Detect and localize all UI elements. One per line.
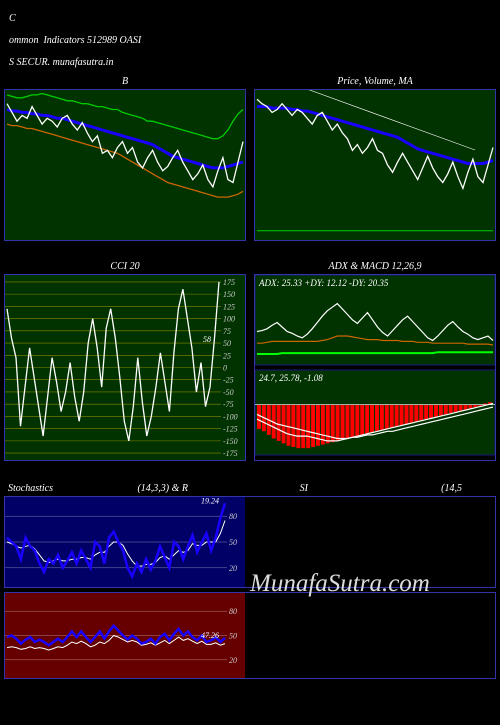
price-ma-title: Price, Volume, MA	[254, 76, 496, 87]
svg-text:75: 75	[223, 327, 231, 336]
svg-text:-25: -25	[223, 376, 234, 385]
watermark: MunafaSutra.com	[250, 570, 430, 598]
svg-text:19.24: 19.24	[201, 497, 219, 505]
stoch-chart: 80 50 20 19.24	[5, 497, 245, 587]
stoch-title-left: Stochastics	[8, 483, 68, 494]
svg-text:-125: -125	[223, 425, 238, 434]
si-title-left: SI	[188, 483, 308, 494]
price-ma-panel	[254, 89, 496, 241]
adx-macd-title: ADX & MACD 12,26,9	[254, 261, 496, 272]
svg-text:175: 175	[223, 278, 235, 287]
si-title-right: (14,5	[308, 483, 492, 494]
hdr-center: ommon Indicators 512989 OASI	[9, 35, 141, 46]
cci-title: CCI 20	[4, 261, 246, 272]
price-bands-panel	[4, 89, 246, 241]
svg-text:20: 20	[229, 656, 237, 665]
price-ma-chart	[255, 90, 495, 240]
svg-text:-150: -150	[223, 437, 238, 446]
hdr-left: C	[9, 13, 16, 24]
cci-panel: 175 150 125 100 75 50 25 0 -25 -50 -75 -100 -125 -150…	[4, 274, 246, 461]
si-panel: 80 50 20 47.26	[4, 592, 496, 679]
svg-text:20: 20	[229, 564, 237, 573]
svg-text:50: 50	[229, 632, 237, 641]
price-bands-chart	[5, 90, 245, 240]
svg-text:-100: -100	[223, 412, 238, 421]
svg-text:ADX: 25.33 +DY: 12.12 -DY: 20: ADX: 25.33 +DY: 12.12 -DY: 20.35	[258, 278, 389, 288]
svg-text:0: 0	[223, 364, 227, 373]
svg-text:-50: -50	[223, 388, 234, 397]
svg-text:80: 80	[229, 512, 237, 521]
svg-text:80: 80	[229, 607, 237, 616]
svg-text:125: 125	[223, 302, 235, 311]
adx-macd-panel: ADX: 25.33 +DY: 12.12 -DY: 20.35 24.7, 25…	[254, 274, 496, 461]
cci-chart: 175 150 125 100 75 50 25 0 -25 -50 -75 -100 -125 -150…	[5, 275, 245, 460]
svg-text:58: 58	[203, 335, 211, 344]
svg-text:25: 25	[223, 351, 231, 360]
svg-text:100: 100	[223, 315, 235, 324]
hdr-right: S SECUR. munafasutra.in	[9, 57, 113, 68]
adx-macd-chart: ADX: 25.33 +DY: 12.12 -DY: 20.35 24.7, 25…	[255, 275, 495, 460]
svg-text:150: 150	[223, 290, 235, 299]
svg-text:-175: -175	[223, 449, 238, 458]
price-bands-title: B	[4, 76, 246, 87]
svg-text:24.7, 25.78, -1.08: 24.7, 25.78, -1.08	[259, 373, 323, 383]
svg-text:-75: -75	[223, 400, 234, 409]
si-chart: 80 50 20 47.26	[5, 593, 245, 678]
svg-text:50: 50	[229, 538, 237, 547]
svg-text:50: 50	[223, 339, 231, 348]
svg-text:47.26: 47.26	[201, 631, 219, 640]
stoch-title-right: (14,3,3) & R	[68, 483, 188, 494]
page-header: C ommon Indicators 512989 OASI S SECUR. …	[0, 0, 500, 70]
